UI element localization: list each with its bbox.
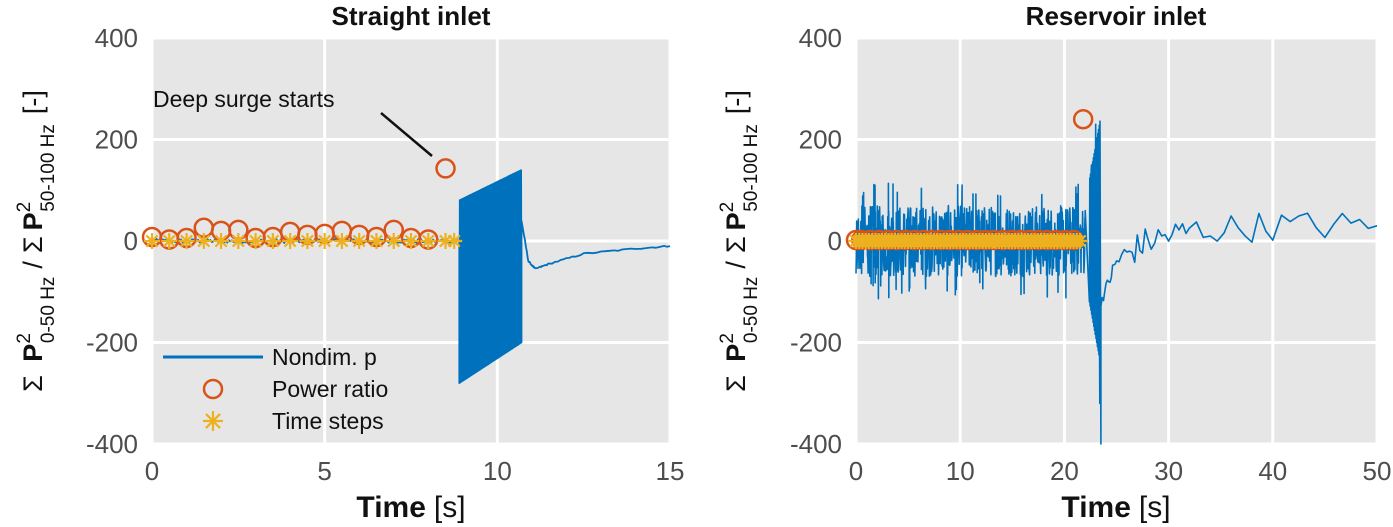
y-axis-label: Σ P2 0-50 Hz/ΣP2 50-100 Hz[-] [717,90,762,392]
time-step-point [1072,233,1089,249]
y-tick-label: 400 [799,23,842,53]
annotation-arrow [380,112,433,157]
x-tick-label: 0 [849,456,863,486]
y-tick-label: 200 [95,125,138,155]
chart-title: Reservoir inlet [1026,1,1207,31]
legend-label-power: Power ratio [272,376,388,402]
x-tick-label: 10 [483,456,512,486]
y-axis-label: Σ P2 0-50 Hz/ΣP2 50-100 Hz[-] [14,90,59,392]
time-step-point [299,233,316,249]
y-tick-label: 0 [124,226,138,256]
time-step-point [351,233,368,249]
time-step-point [144,233,160,249]
annotation-deep-surge: Deep surge starts [153,86,433,157]
time-step-point [368,233,385,249]
time-step-point [333,233,350,249]
sum-symbol: Σ [18,375,48,392]
legend: Nondim. p Power ratio Time steps [163,344,388,434]
tick-labels: 0 10 20 30 40 50 -400 -200 0 200 400 [790,23,1392,486]
time-step-point [195,233,212,249]
power-ratio-point [1072,108,1094,130]
x-tick-label: 5 [317,456,331,486]
time-step-point [161,233,178,249]
x-axis-label: Time [s] [1061,491,1170,524]
time-step-point [264,233,281,249]
x-tick-label: 10 [946,456,975,486]
x-tick-label: 50 [1363,456,1392,486]
y-tick-label: -400 [790,429,842,459]
power-ratio-point [435,158,456,179]
y-tick-label: 400 [95,23,138,53]
time-step-point [178,233,195,249]
chart-title: Straight inlet [332,1,491,31]
x-tick-label: 0 [145,456,159,486]
x-tick-label: 40 [1258,456,1287,486]
time-step-point [446,233,463,249]
y-tick-label: -200 [790,328,842,358]
x-tick-label: 20 [1050,456,1079,486]
annotation-text: Deep surge starts [153,86,335,112]
legend-label-steps: Time steps [272,408,384,434]
legend-label-nondim: Nondim. p [272,344,377,370]
time-step-point [385,233,402,249]
y-tick-label: -400 [86,429,138,459]
series-layer [141,158,671,384]
legend-marker-steps [203,411,223,431]
time-step-point [420,233,437,249]
x-tick-label: 15 [656,456,685,486]
time-step-point [213,233,230,249]
time-step-point [247,233,264,249]
y-tick-label: 0 [828,226,842,256]
straight-inlet-chart: 0 5 10 15 -400 -200 0 200 400 Straight inlet Σ P… [14,1,684,524]
y-tick-label: -200 [86,328,138,358]
time-step-point [403,233,419,249]
y-tick-label: 200 [799,125,842,155]
tick-labels: 0 5 10 15 -400 -200 0 200 400 [86,23,685,486]
series-layer [845,108,1378,445]
time-step-point [316,233,333,249]
legend-star-glyph [203,411,223,431]
reservoir-inlet-chart: 0 10 20 30 40 50 -400 -200 0 200 400 Reservoir inl… [717,1,1391,524]
legend-marker-power [202,378,224,400]
time-step-point [230,233,247,249]
time-step-point [282,233,299,249]
x-tick-label: 30 [1154,456,1183,486]
x-axis-label: Time [s] [356,491,465,524]
